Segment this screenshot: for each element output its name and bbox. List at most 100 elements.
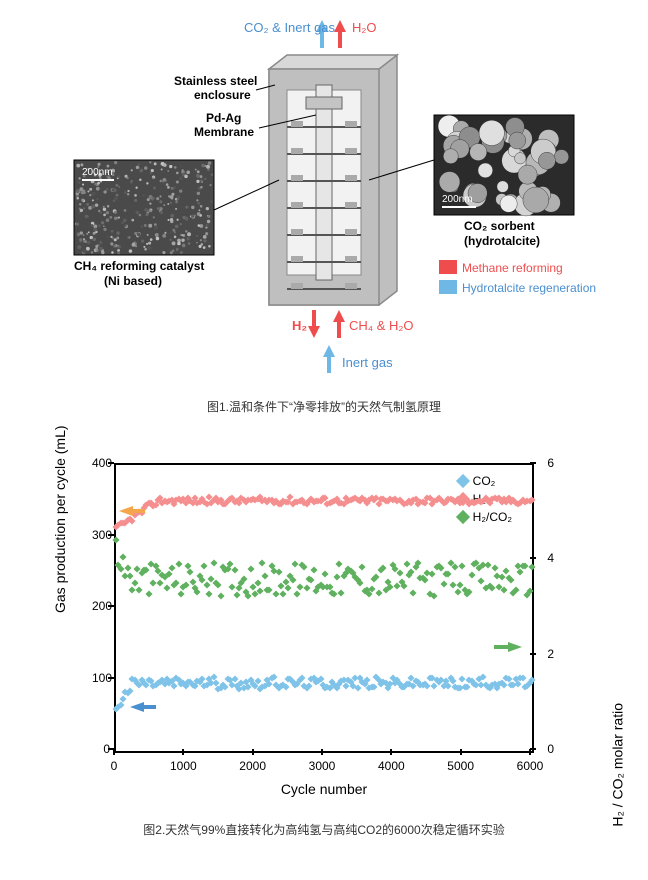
x-axis-label: Cycle number [44, 781, 604, 797]
data-point [280, 590, 287, 597]
svg-text:Membrane: Membrane [194, 125, 254, 139]
data-point [282, 683, 289, 690]
svg-text:(hydrotalcite): (hydrotalcite) [464, 234, 540, 248]
data-point [210, 559, 217, 566]
data-point [178, 590, 185, 597]
y-right-tick-label: 0 [547, 742, 554, 756]
data-point [164, 585, 171, 592]
data-point [466, 588, 473, 595]
data-point [201, 562, 208, 569]
data-point [528, 564, 535, 571]
data-point [247, 565, 254, 572]
indicator-arrow [130, 702, 144, 712]
data-point [257, 587, 264, 594]
data-point [294, 591, 301, 598]
y-axis-right-label: H₂ / CO₂ molar ratio [610, 703, 626, 827]
data-point [484, 561, 491, 568]
svg-text:Pd-Ag: Pd-Ag [206, 111, 241, 125]
figure-2-chart: CO₂H₂H₂/CO₂ Gas production per cycle (mL… [44, 443, 604, 803]
data-point [429, 570, 436, 577]
data-point [431, 592, 438, 599]
data-point [231, 566, 238, 573]
data-point [333, 573, 340, 580]
data-point [284, 585, 291, 592]
x-tick-label: 5000 [447, 759, 474, 773]
data-point [112, 536, 119, 543]
data-point [124, 564, 131, 571]
data-point [126, 573, 133, 580]
data-point [459, 563, 466, 570]
legend-item: H₂/CO₂ [458, 509, 512, 525]
data-point [175, 561, 182, 568]
data-point [356, 580, 363, 587]
data-point [136, 586, 143, 593]
x-tick-label: 6000 [517, 759, 544, 773]
figure-1-caption: 图1.温和条件下“净零排放”的天然气制氢原理 [20, 398, 628, 415]
data-point [359, 564, 366, 571]
svg-text:H₂: H₂ [292, 318, 307, 333]
data-point [459, 675, 466, 682]
data-point [215, 582, 222, 589]
data-point [296, 583, 303, 590]
y-right-tick-label: 6 [547, 456, 554, 470]
data-point [375, 589, 382, 596]
data-point [259, 560, 266, 567]
y-left-tick-label: 0 [92, 742, 110, 756]
data-point [403, 561, 410, 568]
data-point [205, 590, 212, 597]
data-point [187, 569, 194, 576]
data-point [233, 592, 240, 599]
figure-2-caption: 图2.天然气99%直接转化为高纯氢与高纯CO2的6000次稳定循环实验 [20, 821, 628, 838]
indicator-arrow [508, 642, 522, 652]
data-point [454, 589, 461, 596]
svg-text:CO₂ sorbent: CO₂ sorbent [464, 219, 535, 233]
data-point [501, 587, 508, 594]
y-right-tick-label: 2 [547, 647, 554, 661]
data-point [129, 518, 136, 525]
label-h2o-top: H₂O [352, 20, 377, 35]
svg-text:200nm: 200nm [82, 167, 113, 178]
reactor-schematic-svg: CO₂ & Inert gasH₂O200nmCH₄ reforming cat… [44, 10, 604, 380]
data-point [449, 582, 456, 589]
data-point [129, 587, 136, 594]
data-point [157, 579, 164, 586]
svg-text:Methane reforming: Methane reforming [462, 261, 563, 275]
data-point [489, 584, 496, 591]
svg-text:enclosure: enclosure [194, 88, 251, 102]
y-axis-left-label: Gas production per cycle (mL) [52, 425, 68, 613]
data-point [266, 586, 273, 593]
data-point [291, 560, 298, 567]
y-left-tick-label: 200 [92, 599, 110, 613]
y-left-tick-label: 300 [92, 528, 110, 542]
plot-area: CO₂H₂H₂/CO₂ [114, 463, 534, 753]
data-point [503, 567, 510, 574]
data-point [438, 564, 445, 571]
data-point [338, 589, 345, 596]
data-point [194, 589, 201, 596]
svg-text:CH₄ & H₂O: CH₄ & H₂O [349, 318, 414, 333]
data-point [173, 579, 180, 586]
svg-text:(Ni based): (Ni based) [104, 274, 162, 288]
data-point [452, 563, 459, 570]
x-tick-label: 3000 [309, 759, 336, 773]
data-point [354, 685, 361, 692]
svg-text:Stainless steel: Stainless steel [174, 74, 257, 88]
data-point [217, 592, 224, 599]
data-point [491, 564, 498, 571]
data-point [261, 572, 268, 579]
data-point [477, 577, 484, 584]
data-point [150, 580, 157, 587]
data-point [275, 569, 282, 576]
indicator-arrow [119, 506, 133, 516]
data-point [119, 554, 126, 561]
data-point [498, 573, 505, 580]
y-left-tick-label: 400 [92, 456, 110, 470]
data-point [301, 563, 308, 570]
x-tick-label: 4000 [378, 759, 405, 773]
data-point [517, 569, 524, 576]
data-point [203, 581, 210, 588]
svg-text:CH₄ reforming catalyst: CH₄ reforming catalyst [74, 259, 204, 273]
data-point [440, 580, 447, 587]
data-point [145, 590, 152, 597]
data-point [410, 589, 417, 596]
